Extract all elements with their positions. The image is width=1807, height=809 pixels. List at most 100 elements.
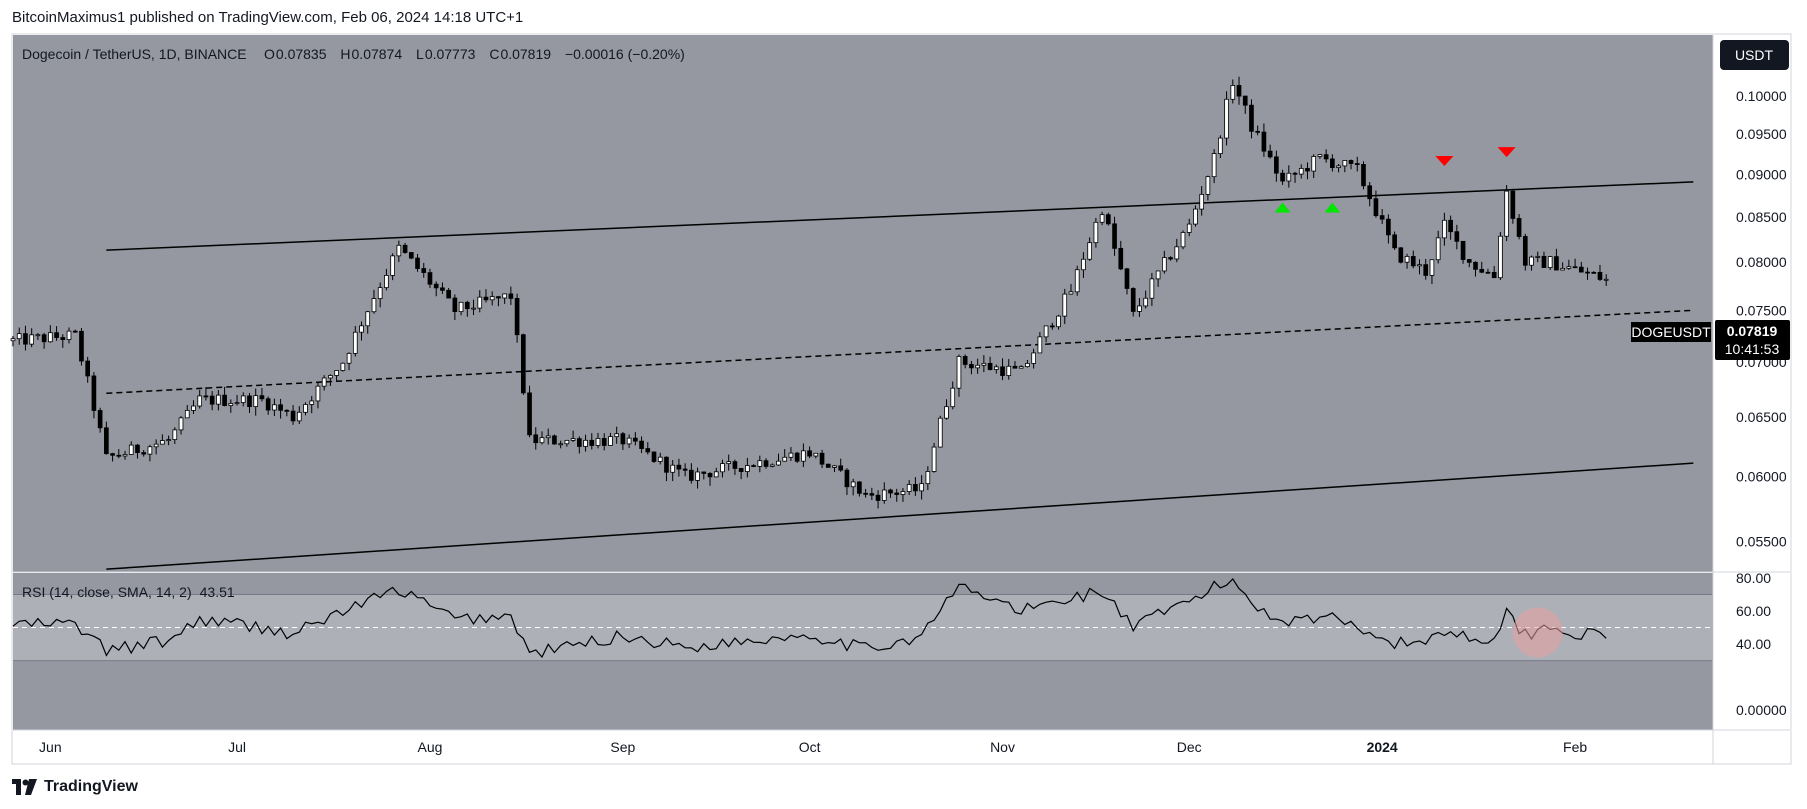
candle [1099,211,1105,226]
candle-body-up [1087,242,1092,260]
candle [1603,274,1609,286]
candle [726,454,732,471]
candle [1554,248,1559,271]
candle-body-down [807,450,812,457]
candle-body-up [371,298,377,313]
candle-body-down [464,301,470,310]
candle [471,299,476,316]
candle-body-down [1379,215,1385,220]
candle-body-down [1410,256,1416,267]
price-pane[interactable] [13,35,1713,572]
candle [1448,215,1453,240]
time-tick-label: Jun [39,739,62,755]
candle [371,289,377,314]
candle [303,402,308,416]
candle [1031,348,1036,369]
candle-body-down [1466,259,1472,263]
candle [937,415,943,448]
candle [203,387,209,401]
candle [906,480,912,496]
candle [1342,159,1348,173]
publisher-line: BitcoinMaximus1 published on TradingView… [12,9,524,26]
candle [969,360,974,375]
candle-body-up [900,491,906,495]
tradingview-logo[interactable]: TradingView [12,776,138,798]
candle [763,458,769,469]
candle [278,398,283,419]
candle-body-down [664,456,669,473]
candle [577,436,582,454]
candle [359,321,364,341]
candle-body-up [228,403,234,406]
candle-body-up [695,471,700,481]
rsi-line [12,578,1607,659]
candle-body-up [1199,194,1205,210]
candle-body-down [421,268,427,273]
candle-body-up [950,387,956,408]
rsi-legend[interactable]: RSI (14, close, SMA, 14, 2) 43.51 [22,584,235,600]
candle [664,456,669,482]
candle-body-up [713,471,719,478]
candle-body-up [981,362,987,366]
candle-body-down [601,438,607,446]
candle-body-up [1336,165,1341,168]
candle-body-down [1522,236,1528,266]
candle [869,487,875,501]
candle [433,281,439,297]
candle [1236,76,1242,105]
candle [825,463,831,468]
candle-body-up [240,395,246,403]
candle-body-up [296,411,302,422]
candle [738,468,744,480]
candle [160,434,165,445]
candle [1062,288,1068,325]
candle-body-up [1566,266,1572,269]
candle [1056,314,1061,330]
rsi-tick-label: 40.00 [1736,636,1771,652]
candle-body-down [265,398,271,411]
candle [1367,182,1373,207]
candle-body-up [583,439,588,447]
candle-body-down [97,410,103,429]
candle-body-up [782,456,788,462]
candle-body-down [1361,164,1366,187]
candle-body-up [1547,256,1553,268]
price-axis-pane[interactable] [1713,35,1790,572]
candle-body-down [427,272,433,285]
candle [987,356,993,371]
candle-body-up [377,287,383,299]
symbol-legend[interactable]: Dogecoin / TetherUS, 1D, BINANCE [22,46,247,62]
candle [10,335,16,347]
channel-lower-line [106,462,1694,570]
candle-body-up [1224,98,1229,139]
currency-button[interactable]: USDT [1720,40,1789,70]
candle-body-down [913,484,918,492]
candle [670,459,676,482]
ohlc-legend: O0.07835 H0.07874 L0.07773 C0.07819 −0.0… [264,46,685,62]
candle-body-up [1311,156,1317,172]
candle [1230,79,1236,104]
candle-body-up [564,439,570,445]
candle [508,286,514,305]
candle [1199,186,1205,216]
candle [520,333,526,395]
candle-body-down [259,395,265,400]
candle [682,463,688,477]
candle-body-up [1143,297,1148,307]
candle [48,325,53,343]
candle [1025,359,1030,368]
candle-body-down [1485,271,1491,274]
candle-body-down [54,332,59,338]
candle-body-up [458,301,464,313]
candle-body-down [1274,156,1279,174]
candle [328,374,333,386]
candle [1454,224,1460,250]
candle-body-up [1062,293,1068,317]
candle-body-down [1591,271,1597,274]
candle [110,452,115,462]
candle [415,253,420,272]
candle-body-up [1435,237,1441,261]
candle [1118,240,1124,271]
candle-body-up [1162,257,1167,272]
